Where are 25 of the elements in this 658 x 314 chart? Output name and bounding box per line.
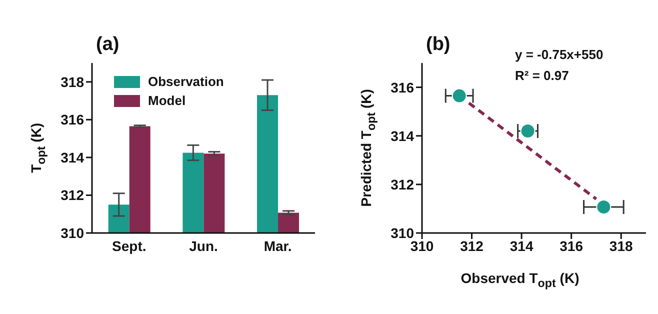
y-tick-label: 310 [60, 224, 84, 241]
point [596, 200, 612, 215]
annotation: R² = 0.97 [515, 68, 569, 83]
y-tick-label: 312 [60, 187, 84, 204]
chart-title: (b) [426, 34, 450, 56]
y-tick-label: 314 [60, 149, 84, 166]
point [452, 88, 467, 104]
x-tick-label: Sept. [112, 238, 146, 254]
legend-label: Model [148, 93, 186, 108]
x-tick-label: 318 [609, 238, 634, 254]
x-tick-label: Mar. [264, 238, 292, 254]
legend-label: Observation [148, 74, 224, 89]
chart-title: (a) [96, 34, 120, 56]
x-tick-label: Jun. [189, 238, 218, 254]
x-tick-label: 312 [460, 238, 484, 254]
x-tick-label: 314 [510, 238, 534, 254]
x-axis-title: Observed T$_{opt}$ (K) [460, 270, 580, 290]
text: y = -0.75x+550 [515, 47, 604, 62]
y-tick-label: 312 [390, 176, 414, 192]
y-tick-label: 316 [390, 79, 414, 96]
y-tick-label: 316 [60, 112, 84, 128]
x-tick-label: 316 [560, 238, 584, 254]
y-tick-label: 318 [60, 74, 84, 90]
point [520, 124, 536, 138]
y-tick-label: 314 [390, 128, 414, 144]
